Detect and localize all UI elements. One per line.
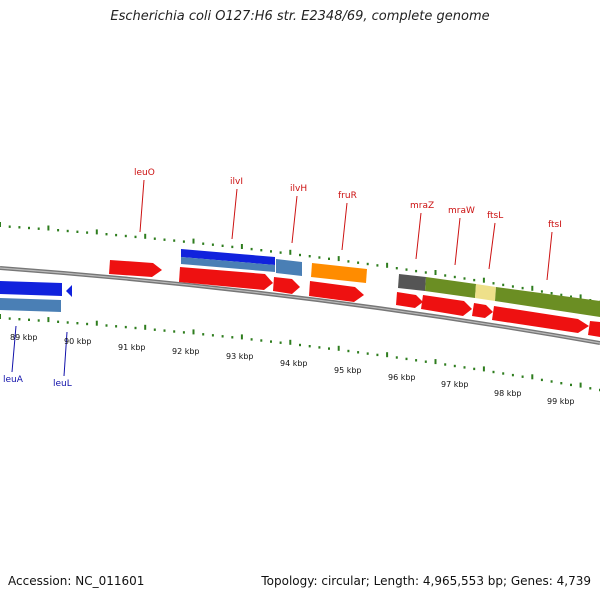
gene-mraW[interactable] [421,295,472,316]
page-title: Escherichia coli O127:H6 str. E2348/69, … [110,9,490,24]
gene-label-mraW[interactable]: mraW [448,206,475,216]
kbp-label-94: 94 kbp [280,359,308,368]
kbp-label-97: 97 kbp [441,380,469,389]
gene-label-ilvI[interactable]: ilvI [230,177,243,187]
gene-label-mraZ[interactable]: mraZ [410,201,434,211]
gene-label-leuO[interactable]: leuO [134,168,155,178]
cds-ilvI-blue[interactable] [181,249,275,265]
gene-ilvH[interactable] [273,277,300,294]
gene-leuL-arrow[interactable] [66,285,72,297]
upper-tick-row [0,222,600,304]
genome-backbone [0,266,600,345]
cds-ftsI-olive[interactable] [495,287,600,317]
gene-label-leuA[interactable]: leuA [3,375,24,385]
kbp-label-95: 95 kbp [334,366,362,375]
gene-label-ftsL[interactable]: ftsL [487,211,503,221]
gene-ftsI[interactable] [492,306,589,333]
gene-mraZ[interactable] [396,292,423,308]
cds-leuA-steel[interactable] [0,298,61,312]
cds-leuA-blue[interactable] [0,281,62,296]
gene-ftsW-partial[interactable] [588,321,600,337]
gene-label-ftsI[interactable]: ftsI [548,220,562,230]
kbp-label-89: 89 kbp [10,333,38,342]
cds-ilvH-steel[interactable] [276,259,302,276]
kbp-label-98: 98 kbp [494,389,522,398]
accession-label: Accession: NC_011601 [8,574,145,588]
gene-fruR[interactable] [309,281,364,302]
lower-tick-row [0,314,600,392]
cds-fruR-orange[interactable] [311,263,367,283]
kbp-label-99: 99 kbp [547,397,575,406]
kbp-label-93: 93 kbp [226,352,254,361]
kbp-label-92: 92 kbp [172,347,200,356]
cds-ftsL-khaki[interactable] [475,284,496,301]
label-leaders-blue [11,325,68,377]
cds-mraW-olive[interactable] [425,277,476,298]
kbp-label-90: 90 kbp [64,337,92,346]
feature-track [0,249,600,337]
gene-label-fruR[interactable]: fruR [338,191,357,201]
genome-summary: Topology: circular; Length: 4,965,553 bp… [261,574,591,588]
gene-label-leuL[interactable]: leuL [53,379,72,389]
label-leaders [139,179,553,281]
gene-ftsL[interactable] [472,303,493,318]
gene-leuO[interactable] [109,260,162,277]
kbp-label-96: 96 kbp [388,373,416,382]
cds-ilvI-steel[interactable] [181,257,275,272]
kbp-label-91: 91 kbp [118,343,146,352]
cds-mraZ-gray[interactable] [398,274,426,291]
gene-ilvI[interactable] [179,267,273,290]
gene-label-ilvH[interactable]: ilvH [290,184,307,194]
